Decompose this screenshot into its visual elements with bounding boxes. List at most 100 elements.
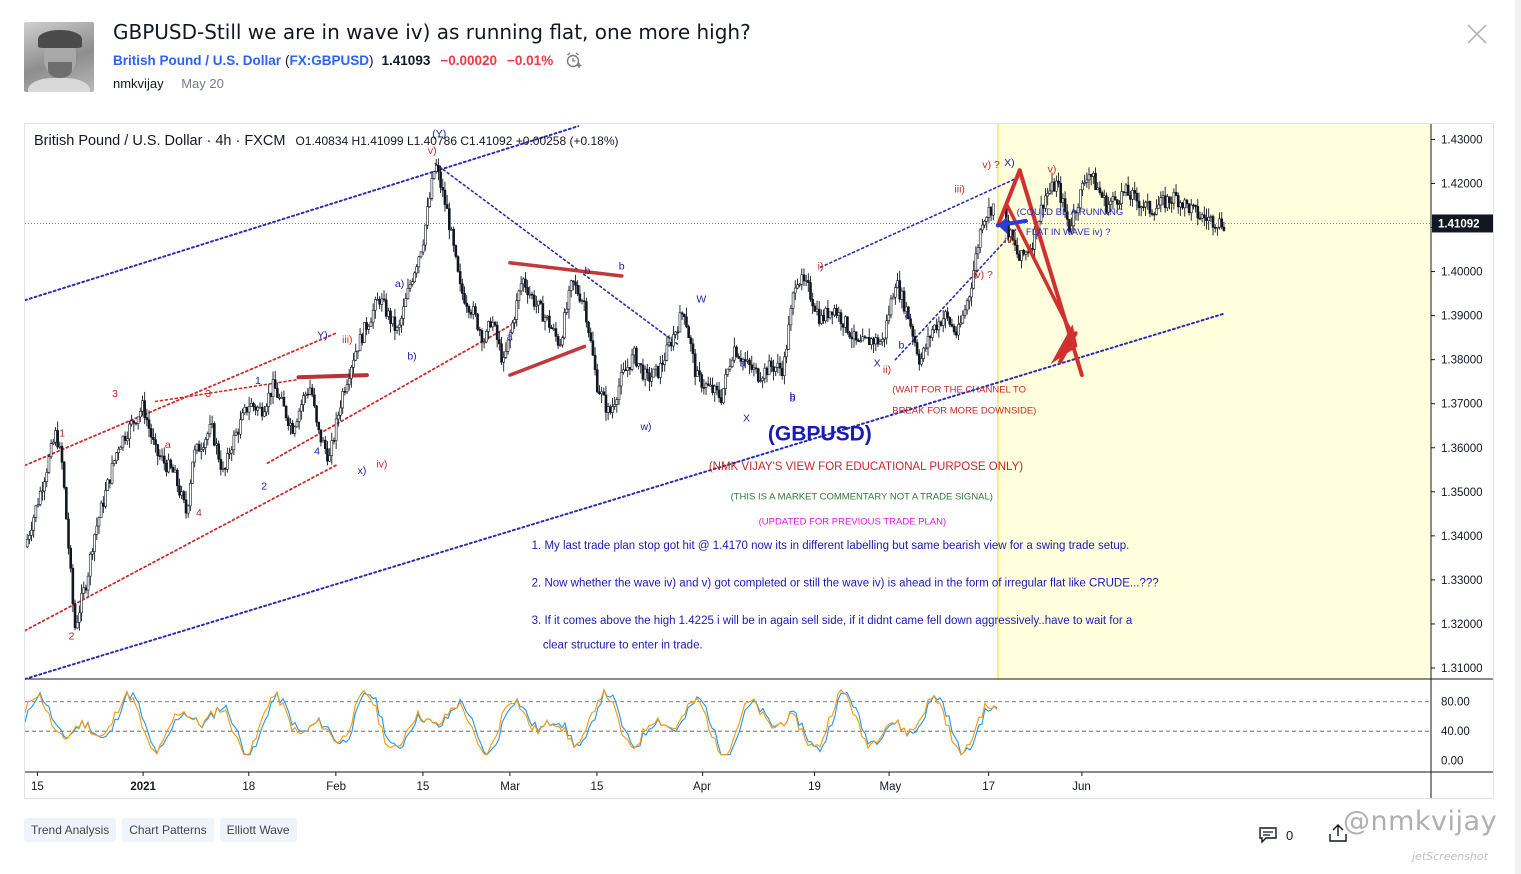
- candle-body: [989, 207, 993, 216]
- candle-body: [1189, 204, 1193, 214]
- tag-trend-analysis[interactable]: Trend Analysis: [24, 818, 117, 842]
- candle-body: [844, 316, 847, 328]
- add-alert-icon[interactable]: [565, 51, 583, 69]
- candle-body: [728, 366, 732, 370]
- candle-body: [545, 315, 549, 318]
- candle-body: [550, 327, 553, 329]
- candle-body: [51, 441, 55, 444]
- time-axis-label: 15: [31, 781, 44, 793]
- candle-body: [158, 455, 162, 457]
- candle-body: [809, 282, 812, 300]
- candle-body: [748, 359, 751, 366]
- candle-body: [891, 296, 895, 300]
- candle-body: [872, 338, 875, 345]
- candle-body: [178, 485, 181, 496]
- candle-body: [184, 499, 188, 514]
- candle-body: [928, 335, 932, 338]
- candle-body: [347, 378, 351, 385]
- candle-body: [1096, 187, 1100, 190]
- price-axis-label: 1.32000: [1441, 619, 1483, 631]
- candle-body: [1137, 200, 1141, 209]
- candle-body: [1033, 228, 1036, 250]
- symbol-ticker-link[interactable]: FX:GBPUSD: [289, 52, 370, 68]
- candle-body: [663, 360, 667, 365]
- wave-label: iv): [1004, 234, 1015, 246]
- candle-body: [428, 198, 432, 207]
- candle-body: [304, 393, 307, 396]
- candle-body: [887, 314, 891, 321]
- projection-arrow-inner: [1005, 203, 1072, 331]
- avatar-shoulders: [28, 78, 90, 92]
- author-avatar[interactable]: [24, 22, 94, 92]
- candle-body: [380, 298, 384, 305]
- wave-label: b): [407, 351, 416, 363]
- candle-body: [911, 325, 915, 337]
- share-icon[interactable]: [1327, 822, 1349, 844]
- close-icon[interactable]: [1465, 22, 1489, 46]
- candle-body: [204, 439, 207, 448]
- candle-body: [863, 336, 867, 339]
- candle-body: [319, 429, 323, 443]
- annotation-note-3b: clear structure to enter in trade.: [543, 640, 703, 652]
- page-scrollbar[interactable]: [1515, 0, 1521, 874]
- candle-body: [661, 363, 664, 365]
- candle-body: [665, 344, 669, 361]
- candle-body: [656, 365, 660, 378]
- candle-body: [1055, 180, 1058, 192]
- candle-body: [798, 283, 801, 286]
- candle-body: [889, 298, 893, 316]
- symbol-name-link[interactable]: British Pound / U.S. Dollar: [113, 52, 282, 68]
- candle-body: [1222, 226, 1226, 231]
- candle-body: [1196, 206, 1200, 219]
- candle-body: [556, 335, 560, 346]
- candle-body: [1111, 196, 1115, 202]
- candle-body: [419, 251, 423, 258]
- candle-body: [580, 300, 584, 303]
- candle-body: [1105, 195, 1108, 213]
- candle-body: [202, 447, 205, 450]
- candle-body: [71, 568, 75, 605]
- candle-body: [511, 322, 514, 334]
- candle-body: [1163, 195, 1167, 209]
- candle-body: [60, 445, 64, 463]
- candle-body: [115, 452, 118, 461]
- candle-body: [286, 417, 290, 426]
- chart-container[interactable]: 1.430001.420001.410001.400001.390001.380…: [24, 123, 1494, 799]
- candle-body: [397, 324, 401, 328]
- wave-label: w): [639, 421, 651, 433]
- candle-body: [369, 321, 373, 327]
- candle-body: [197, 443, 201, 452]
- candle-body: [121, 435, 125, 448]
- comments-button[interactable]: 0: [1258, 826, 1293, 844]
- candle-body: [1218, 218, 1221, 228]
- tag-chart-patterns[interactable]: Chart Patterns: [122, 818, 214, 842]
- candle-body: [609, 406, 612, 413]
- candle-body: [524, 278, 527, 288]
- candle-body: [493, 322, 497, 326]
- candle-body: [1115, 199, 1119, 205]
- price-axis-label: 1.42000: [1441, 178, 1483, 190]
- time-axis-label: 17: [982, 781, 995, 793]
- candle-body: [713, 385, 717, 394]
- candle-body: [282, 396, 286, 407]
- tag-elliott-wave[interactable]: Elliott Wave: [219, 818, 297, 842]
- candle-body: [439, 171, 442, 188]
- candle-body: [215, 443, 218, 446]
- candle-body: [535, 304, 538, 307]
- price-chart[interactable]: 1.430001.420001.410001.400001.390001.380…: [25, 124, 1494, 799]
- candle-body: [273, 379, 277, 389]
- candle-body: [517, 290, 521, 302]
- candle-body: [1205, 217, 1208, 221]
- candle-body: [702, 387, 706, 389]
- candle-body: [759, 380, 762, 382]
- wave-label: v): [428, 145, 437, 157]
- candle-body: [1113, 196, 1117, 201]
- candle-body: [104, 490, 107, 507]
- comments-count: 0: [1286, 827, 1294, 843]
- candle-body: [482, 341, 486, 344]
- candle-body: [62, 461, 66, 488]
- candle-body: [807, 280, 810, 283]
- candle-body: [97, 517, 101, 527]
- candle-body: [308, 387, 312, 395]
- author-name[interactable]: nmkvijay: [113, 76, 164, 91]
